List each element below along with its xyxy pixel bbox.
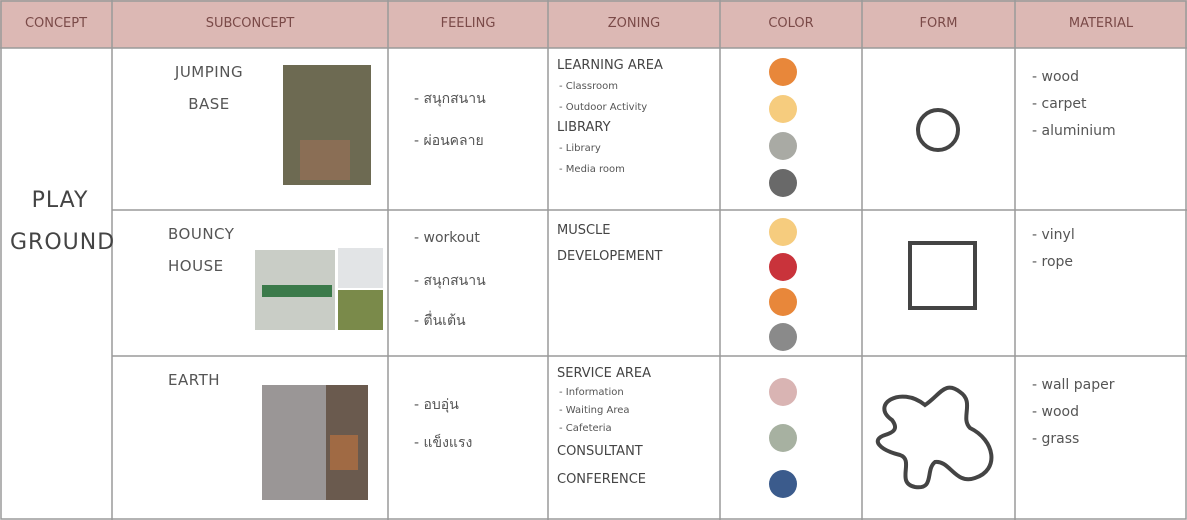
- zone-item: - Outdoor Activity: [559, 102, 648, 113]
- color-swatch: [769, 470, 797, 498]
- zoning: MUSCLE DEVELOPEMENT: [557, 218, 717, 270]
- material: - grass: [1032, 431, 1080, 447]
- material: - rope: [1032, 254, 1074, 270]
- color-swatch: [769, 218, 797, 246]
- concept: PLAY GROUND: [10, 188, 116, 255]
- photos: [255, 65, 383, 500]
- feeling: - workout: [414, 230, 480, 246]
- zone-item: - Information: [559, 387, 624, 398]
- feeling: - อบอุ่น: [414, 397, 459, 413]
- zoning: SERVICE AREA - Information - Waiting Area -…: [557, 364, 717, 494]
- header-cell: FORM: [919, 16, 958, 31]
- header-band: [0, 0, 1187, 48]
- header-cell: MATERIAL: [1068, 16, 1134, 31]
- zoning: LEARNING AREA - Classroom - Outdoor Activi…: [557, 56, 717, 180]
- subconcept: JUMPING BASE: [174, 63, 244, 113]
- header-cell: COLOR: [768, 16, 814, 31]
- feeling: - สนุกสนาน: [414, 273, 486, 289]
- color-swatch: [769, 378, 797, 406]
- zone-title: DEVELOPEMENT: [557, 249, 663, 264]
- color-swatch: [769, 323, 797, 351]
- color-swatch: [769, 132, 797, 160]
- color-swatch: [769, 95, 797, 123]
- zone-title: LEARNING AREA: [557, 58, 663, 73]
- subconcept: BOUNCY HOUSE: [168, 225, 235, 275]
- color-swatch: [769, 288, 797, 316]
- zone-item: - Library: [559, 143, 601, 154]
- material: - carpet: [1032, 96, 1087, 112]
- material: - vinyl: [1032, 227, 1075, 243]
- material: - aluminium: [1032, 123, 1116, 139]
- feeling: - แข็งแรง: [414, 435, 473, 451]
- zone-title: CONFERENCE: [557, 472, 646, 487]
- header-cell: ZONING: [607, 16, 661, 31]
- zone-item: - Classroom: [559, 81, 618, 92]
- header-cell: CONCEPT: [24, 16, 88, 31]
- zone-item: - Cafeteria: [559, 423, 612, 434]
- zone-title: SERVICE AREA: [557, 366, 651, 381]
- header-cell: FEELING: [440, 16, 496, 31]
- zone-item: - Media room: [559, 164, 625, 175]
- header-cell: SUBCONCEPT: [205, 16, 295, 31]
- color-swatch: [769, 424, 797, 452]
- subconcept: EARTH: [168, 371, 221, 389]
- zone-title: MUSCLE: [557, 223, 611, 238]
- color-swatch: [769, 253, 797, 281]
- form-shapes: [875, 108, 994, 490]
- zone-title: LIBRARY: [557, 120, 611, 135]
- zone-item: - Waiting Area: [559, 405, 630, 416]
- feeling: - สนุกสนาน: [414, 91, 486, 107]
- material: - wall paper: [1032, 377, 1115, 393]
- zone-title: CONSULTANT: [557, 444, 643, 459]
- material: - wood: [1032, 69, 1079, 85]
- feeling: - ตื่นเต้น: [414, 313, 466, 329]
- material: - wood: [1032, 404, 1079, 420]
- feeling: - ผ่อนคลาย: [414, 133, 484, 149]
- color-swatch: [769, 58, 797, 86]
- color-swatch: [769, 169, 797, 197]
